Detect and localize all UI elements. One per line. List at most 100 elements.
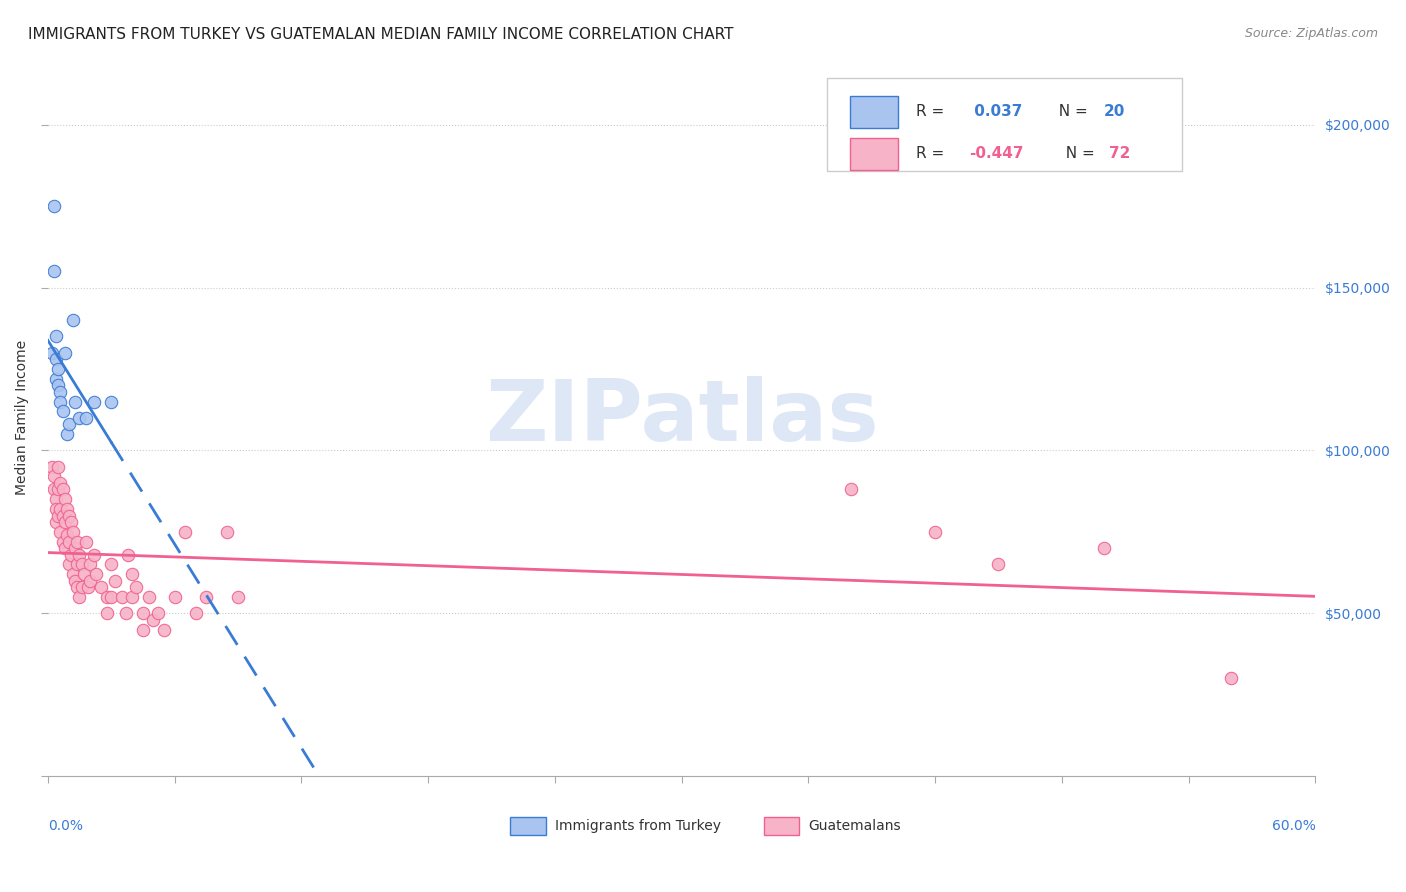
Point <box>142 613 165 627</box>
Point <box>55 427 77 442</box>
Point <box>69 410 91 425</box>
Point <box>73 567 96 582</box>
Point <box>79 558 101 572</box>
Point <box>138 590 160 604</box>
Point <box>100 558 122 572</box>
Point <box>83 394 105 409</box>
Point <box>46 483 69 497</box>
Point <box>49 394 72 409</box>
Point <box>66 534 89 549</box>
Point <box>66 558 89 572</box>
Text: 20: 20 <box>1104 104 1125 120</box>
Point <box>58 417 80 432</box>
Point <box>1092 541 1115 555</box>
Point <box>49 502 72 516</box>
Y-axis label: Median Family Income: Median Family Income <box>15 340 30 495</box>
Point <box>100 394 122 409</box>
Point <box>163 590 186 604</box>
Point <box>90 580 112 594</box>
Point <box>51 534 73 549</box>
Text: Guatemalans: Guatemalans <box>808 819 901 833</box>
Point <box>132 606 155 620</box>
Point <box>70 580 93 594</box>
Point <box>217 524 239 539</box>
Point <box>49 384 72 399</box>
Point <box>53 541 76 555</box>
Point <box>117 548 139 562</box>
Point <box>41 459 63 474</box>
Point <box>53 345 76 359</box>
Point <box>49 475 72 490</box>
Point <box>924 524 946 539</box>
Point <box>121 590 143 604</box>
Point <box>125 580 148 594</box>
Point <box>75 410 97 425</box>
Point <box>49 524 72 539</box>
Text: 0.0%: 0.0% <box>48 819 83 833</box>
Point <box>63 394 86 409</box>
Point <box>987 558 1010 572</box>
Point <box>51 508 73 523</box>
Bar <box>510 817 546 835</box>
Point <box>45 352 67 367</box>
Point <box>70 558 93 572</box>
Point <box>86 567 108 582</box>
Bar <box>763 817 800 835</box>
Point <box>104 574 127 588</box>
Text: Source: ZipAtlas.com: Source: ZipAtlas.com <box>1244 27 1378 40</box>
Point <box>62 313 84 327</box>
Point <box>46 378 69 392</box>
Point <box>55 502 77 516</box>
Point <box>69 590 91 604</box>
Point <box>1219 672 1241 686</box>
Point <box>66 580 89 594</box>
Point <box>41 345 63 359</box>
Bar <box>851 137 898 170</box>
Text: 0.037: 0.037 <box>969 104 1022 120</box>
Point <box>69 548 91 562</box>
Point <box>75 534 97 549</box>
Text: -0.447: -0.447 <box>969 146 1024 161</box>
Point <box>58 534 80 549</box>
Text: IMMIGRANTS FROM TURKEY VS GUATEMALAN MEDIAN FAMILY INCOME CORRELATION CHART: IMMIGRANTS FROM TURKEY VS GUATEMALAN MED… <box>28 27 734 42</box>
Point <box>42 264 65 278</box>
Point <box>96 590 118 604</box>
Point <box>45 329 67 343</box>
Point <box>55 528 77 542</box>
Point <box>174 524 197 539</box>
Point <box>132 623 155 637</box>
Point <box>53 492 76 507</box>
Text: N =: N = <box>1056 146 1099 161</box>
Bar <box>851 95 898 128</box>
Point <box>195 590 218 604</box>
Point <box>42 469 65 483</box>
Point <box>79 574 101 588</box>
Text: 60.0%: 60.0% <box>1271 819 1316 833</box>
Text: 72: 72 <box>1109 146 1130 161</box>
Point <box>46 362 69 376</box>
Point <box>45 492 67 507</box>
Point <box>839 483 862 497</box>
Point <box>63 574 86 588</box>
Point <box>115 606 138 620</box>
Point <box>58 508 80 523</box>
Point <box>51 483 73 497</box>
Point <box>42 199 65 213</box>
Point <box>51 404 73 418</box>
Point <box>62 567 84 582</box>
Point <box>58 558 80 572</box>
Point <box>59 515 82 529</box>
Bar <box>827 78 1182 170</box>
Point <box>83 548 105 562</box>
Point <box>96 606 118 620</box>
Point <box>45 372 67 386</box>
Text: N =: N = <box>1049 104 1092 120</box>
Point <box>63 541 86 555</box>
Text: Immigrants from Turkey: Immigrants from Turkey <box>555 819 721 833</box>
Point <box>184 606 207 620</box>
Point <box>45 502 67 516</box>
Text: ZIPatlas: ZIPatlas <box>485 376 879 459</box>
Point <box>100 590 122 604</box>
Point <box>59 548 82 562</box>
Point <box>153 623 176 637</box>
